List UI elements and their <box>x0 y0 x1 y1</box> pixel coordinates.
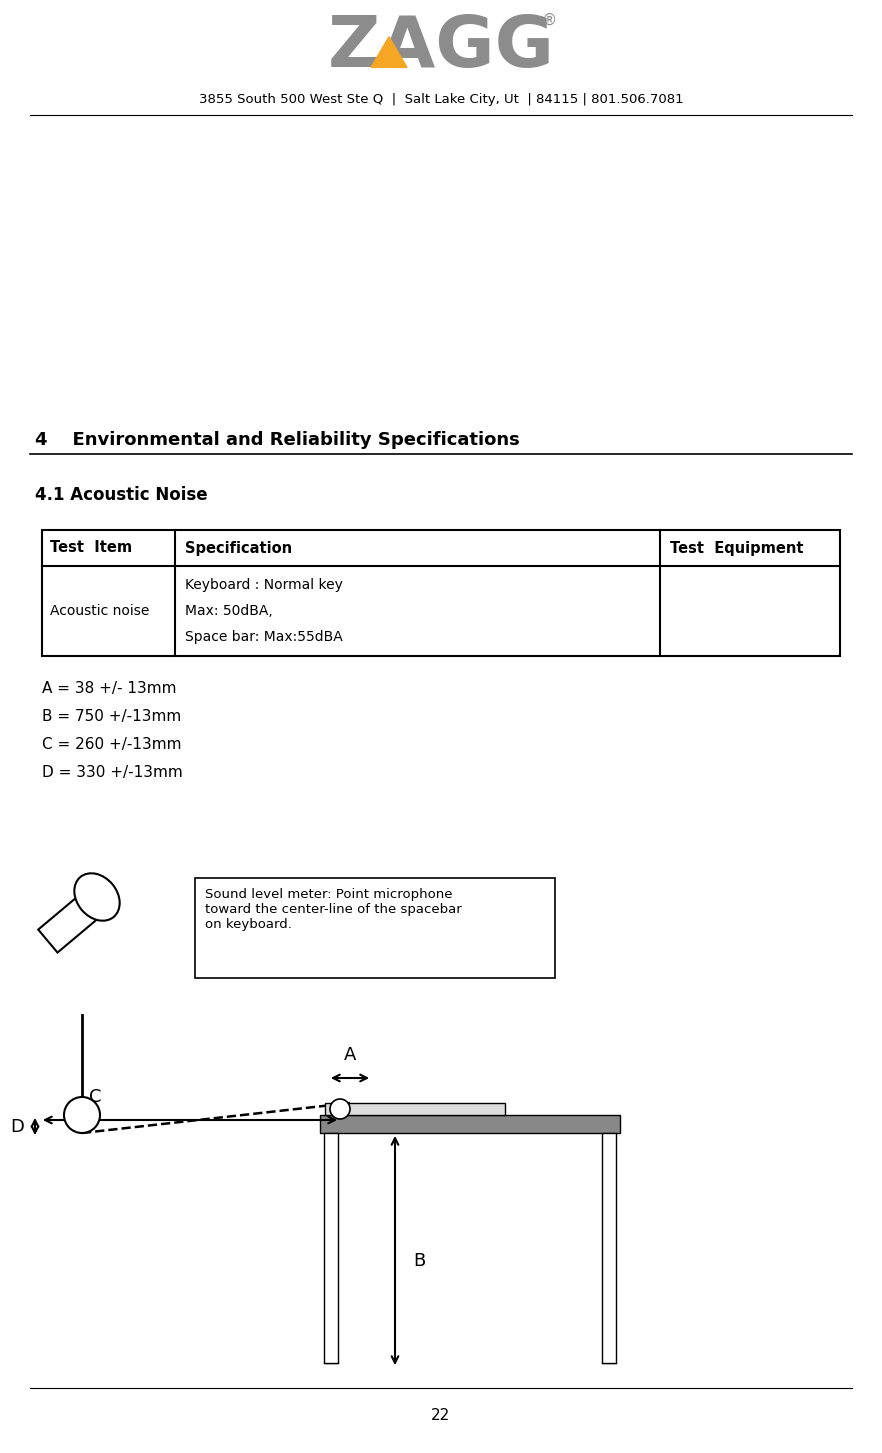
Text: B = 750 +/-13mm: B = 750 +/-13mm <box>42 709 181 724</box>
Text: C: C <box>89 1088 101 1106</box>
Text: D = 330 +/-13mm: D = 330 +/-13mm <box>42 764 183 780</box>
Text: 3855 South 500 West Ste Q  |  Salt Lake City, Ut  | 84115 | 801.506.7081: 3855 South 500 West Ste Q | Salt Lake Ci… <box>198 93 684 106</box>
Text: C = 260 +/-13mm: C = 260 +/-13mm <box>42 737 182 753</box>
Bar <box>320 1114 620 1133</box>
Text: Acoustic noise: Acoustic noise <box>50 604 149 618</box>
Text: 4.1 Acoustic Noise: 4.1 Acoustic Noise <box>35 485 207 504</box>
Bar <box>324 1133 338 1363</box>
Text: A = 38 +/- 13mm: A = 38 +/- 13mm <box>42 681 176 696</box>
Text: Test  Item: Test Item <box>50 541 132 555</box>
Text: A: A <box>344 1046 356 1064</box>
Text: 22: 22 <box>431 1408 451 1422</box>
Polygon shape <box>38 898 96 953</box>
Text: Space bar: Max:55dBA: Space bar: Max:55dBA <box>185 631 343 644</box>
Polygon shape <box>371 36 407 67</box>
Text: ®: ® <box>542 13 557 28</box>
Text: Specification: Specification <box>185 541 292 555</box>
Circle shape <box>64 1097 100 1133</box>
Text: D: D <box>10 1117 24 1135</box>
Ellipse shape <box>74 873 120 921</box>
Text: Max: 50dBA,: Max: 50dBA, <box>185 604 273 618</box>
Text: ZAGG: ZAGG <box>327 13 555 83</box>
Text: B: B <box>413 1251 425 1270</box>
Bar <box>602 1133 616 1363</box>
Bar <box>42 530 840 655</box>
Circle shape <box>330 1098 350 1119</box>
Bar <box>325 1103 505 1114</box>
Bar <box>195 878 555 978</box>
Text: Keyboard : Normal key: Keyboard : Normal key <box>185 578 343 591</box>
Text: Test  Equipment: Test Equipment <box>670 541 804 555</box>
Text: 4    Environmental and Reliability Specifications: 4 Environmental and Reliability Specific… <box>35 432 519 449</box>
Text: Sound level meter: Point microphone
toward the center-line of the spacebar
on ke: Sound level meter: Point microphone towa… <box>205 888 462 931</box>
